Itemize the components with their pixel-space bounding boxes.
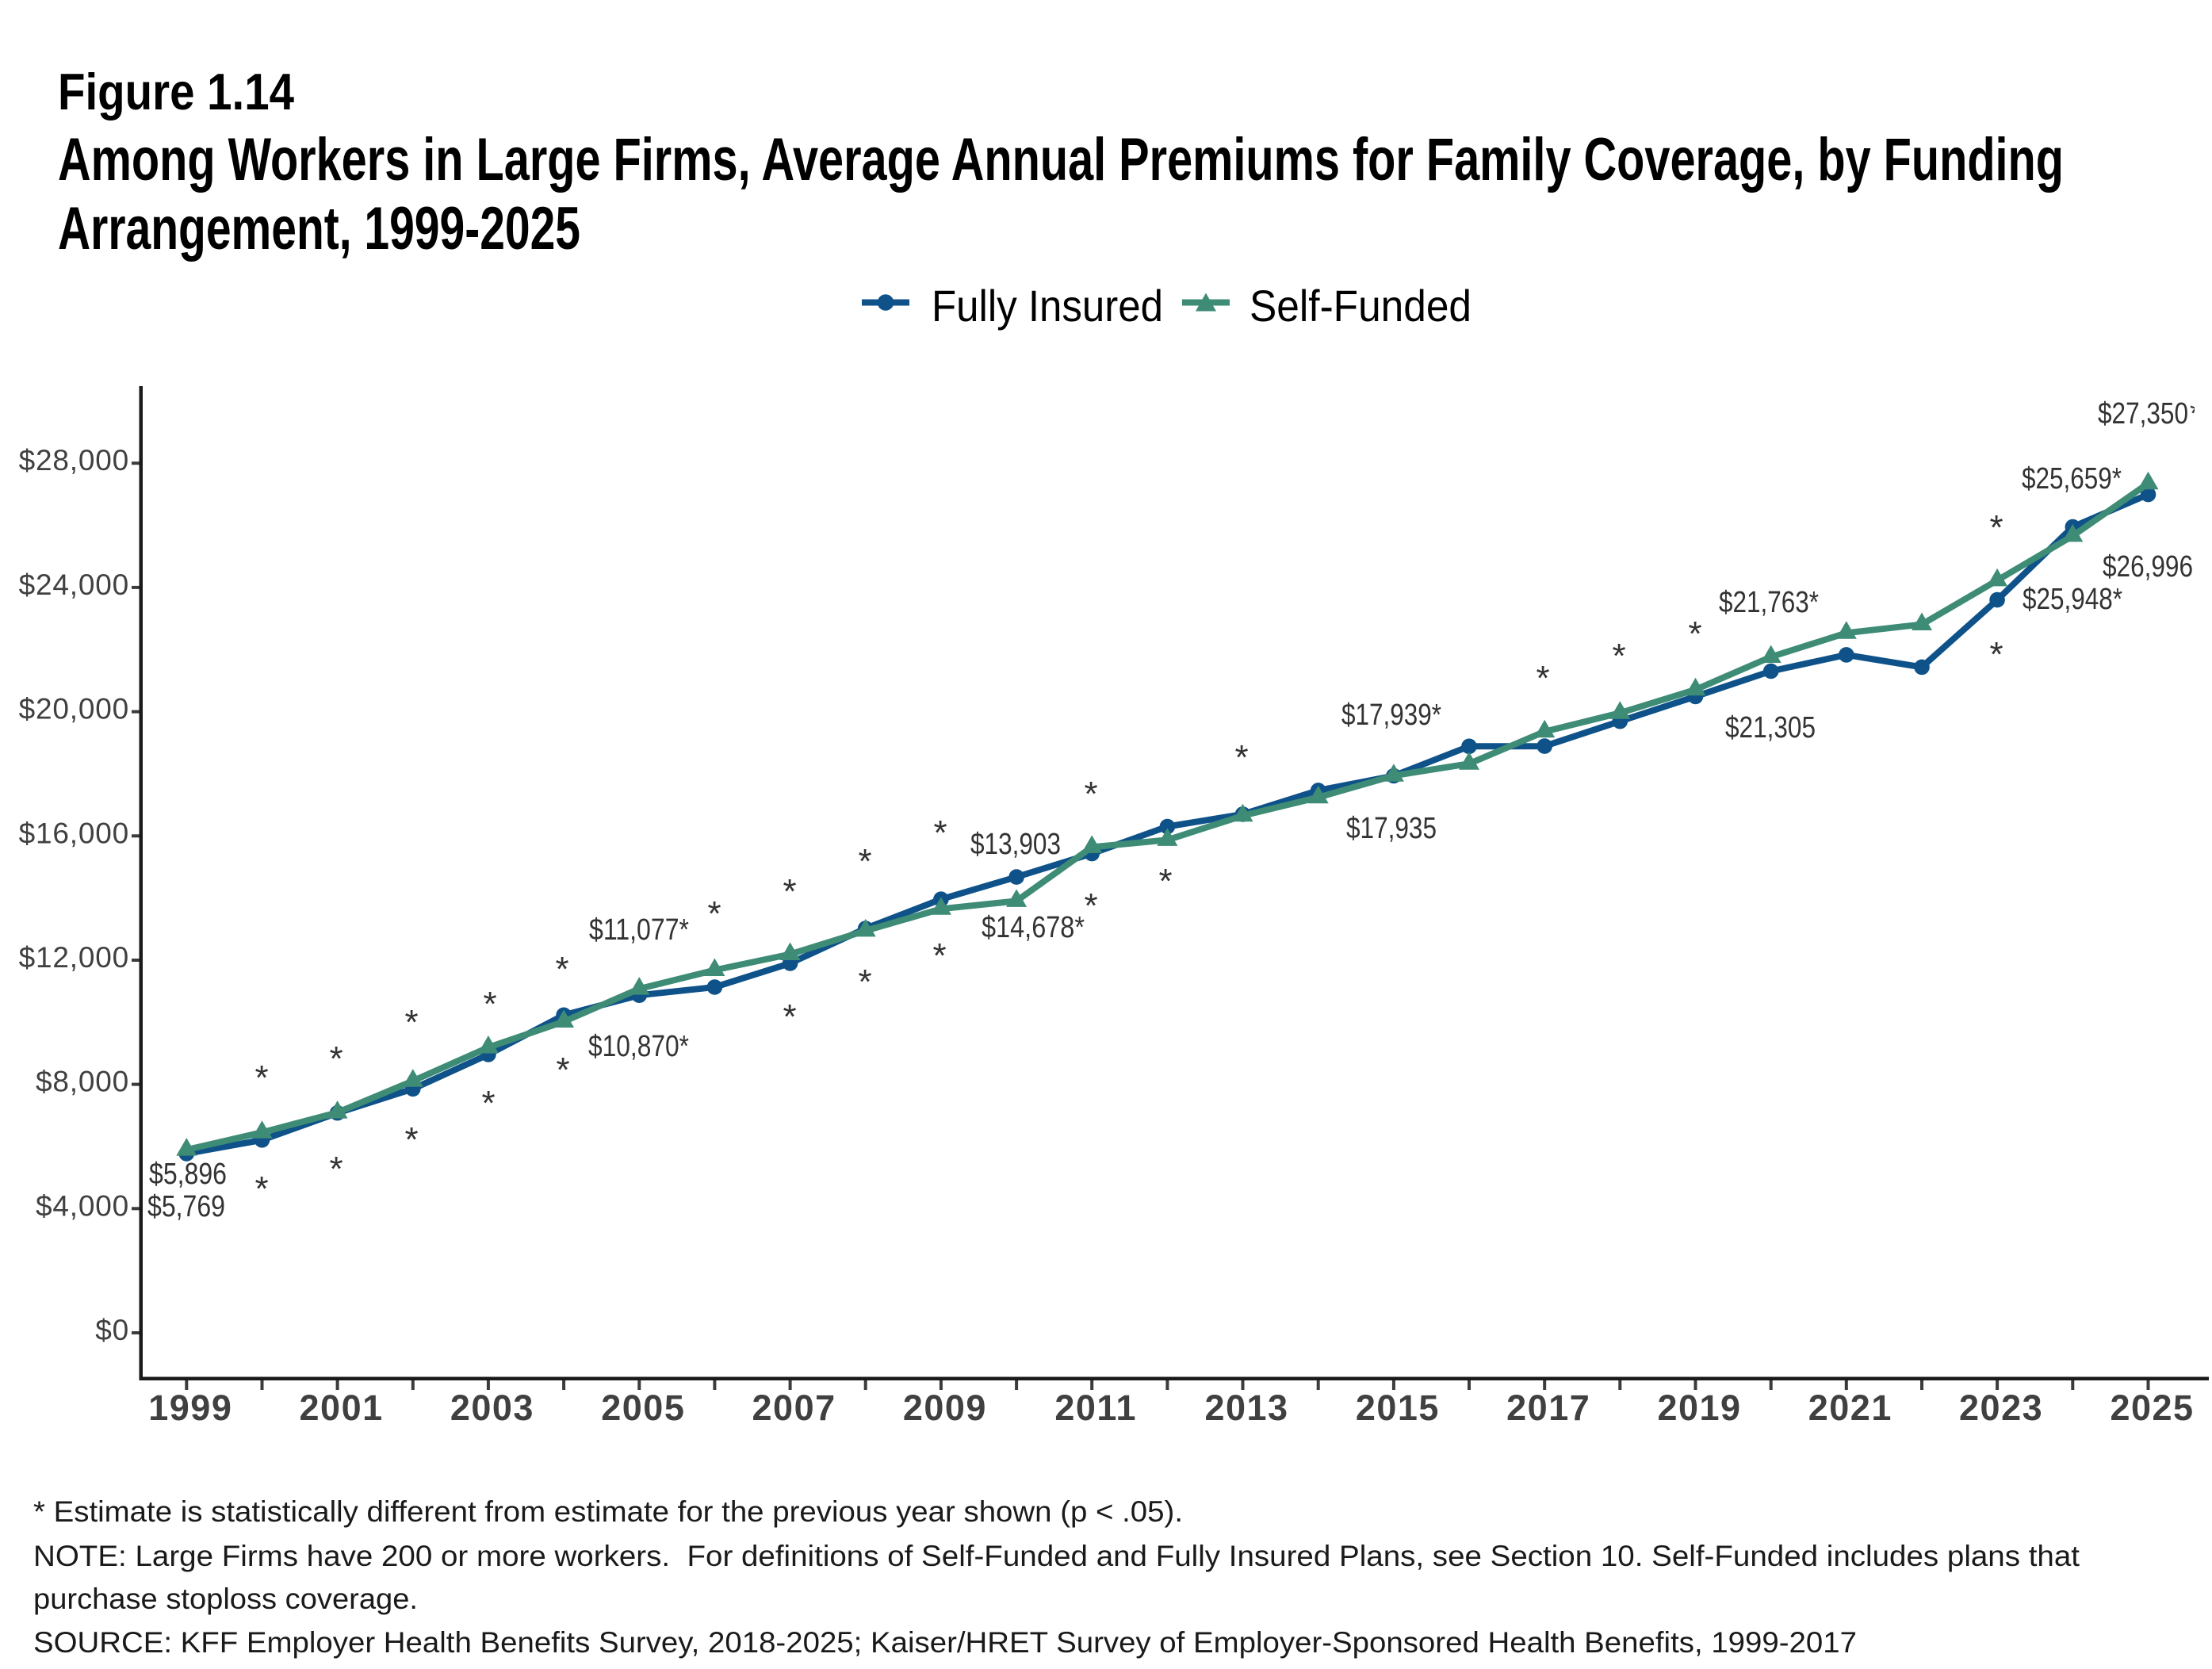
svg-text:$25,948*: $25,948*: [2023, 583, 2122, 616]
svg-text:*: *: [556, 1051, 569, 1089]
svg-text:*: *: [2190, 397, 2202, 431]
svg-text:$17,935: $17,935: [1346, 812, 1437, 845]
svg-text:$24,000: $24,000: [19, 568, 129, 601]
svg-text:2019: 2019: [1657, 1388, 1741, 1428]
svg-text:$16,000: $16,000: [19, 817, 129, 849]
svg-text:*: *: [783, 872, 796, 911]
svg-text:2017: 2017: [1506, 1388, 1590, 1428]
svg-text:2007: 2007: [752, 1388, 836, 1428]
svg-text:*: *: [933, 813, 947, 852]
svg-text:2025: 2025: [2110, 1388, 2194, 1428]
svg-text:*: *: [1989, 635, 2003, 674]
svg-text:*: *: [1234, 738, 1248, 777]
svg-text:Self-Funded: Self-Funded: [1250, 281, 1471, 331]
svg-text:*: *: [858, 842, 871, 881]
svg-text:*: *: [783, 997, 796, 1036]
svg-text:$5,896: $5,896: [149, 1158, 227, 1191]
svg-text:2009: 2009: [903, 1388, 987, 1428]
svg-text:*: *: [1688, 614, 1701, 653]
svg-text:Fully Insured: Fully Insured: [932, 281, 1163, 331]
svg-text:Figure 1.14: Figure 1.14: [58, 63, 294, 121]
svg-text:2001: 2001: [300, 1388, 384, 1428]
svg-text:2013: 2013: [1204, 1388, 1288, 1428]
svg-text:$20,000: $20,000: [19, 693, 129, 725]
svg-text:$21,763*: $21,763*: [1719, 586, 1819, 619]
svg-text:*: *: [254, 1169, 268, 1208]
svg-text:$21,305: $21,305: [1725, 711, 1816, 745]
svg-text:*: *: [932, 936, 946, 975]
svg-text:*: *: [1084, 775, 1097, 813]
svg-text:*: *: [555, 950, 568, 989]
svg-text:2021: 2021: [1808, 1388, 1892, 1428]
svg-text:$5,769: $5,769: [147, 1190, 225, 1223]
svg-text:*: *: [1084, 886, 1097, 925]
svg-text:*: *: [329, 1150, 343, 1189]
svg-text:$26,996: $26,996: [2103, 550, 2193, 584]
svg-text:$0: $0: [95, 1314, 129, 1346]
svg-text:*: *: [858, 963, 871, 1001]
svg-text:*: *: [481, 1084, 495, 1123]
svg-text:*: *: [1536, 659, 1549, 698]
svg-text:*: *: [1612, 637, 1625, 676]
svg-text:$27,350: $27,350: [2098, 397, 2188, 431]
svg-text:2015: 2015: [1356, 1388, 1440, 1428]
svg-text:2003: 2003: [450, 1388, 534, 1428]
svg-text:SOURCE: KFF Employer Health Be: SOURCE: KFF Employer Health Benefits Sur…: [33, 1625, 1857, 1659]
svg-text:$17,939*: $17,939*: [1341, 699, 1441, 732]
svg-text:2005: 2005: [601, 1388, 685, 1428]
svg-text:purchase stoploss coverage.: purchase stoploss coverage.: [33, 1582, 418, 1615]
svg-text:$25,659*: $25,659*: [2022, 462, 2122, 496]
svg-text:Arrangement, 1999-2025: Arrangement, 1999-2025: [58, 195, 580, 262]
svg-text:*: *: [707, 894, 721, 933]
svg-text:$12,000: $12,000: [19, 941, 129, 974]
svg-text:$13,903: $13,903: [970, 828, 1061, 861]
svg-text:$14,678*: $14,678*: [982, 911, 1085, 944]
svg-text:2011: 2011: [1054, 1388, 1137, 1428]
svg-text:$8,000: $8,000: [36, 1066, 129, 1098]
svg-text:Among Workers in Large Firms,: Among Workers in Large Firms, Average An…: [58, 126, 2064, 193]
svg-text:$28,000: $28,000: [19, 444, 129, 477]
svg-text:*: *: [1989, 508, 2003, 547]
svg-text:$4,000: $4,000: [36, 1189, 129, 1222]
svg-text:*: *: [1158, 862, 1172, 901]
svg-text:* Estimate is statistically di: * Estimate is statistically different fr…: [33, 1495, 1183, 1528]
svg-text:$11,077*: $11,077*: [589, 913, 689, 947]
svg-text:$10,870*: $10,870*: [588, 1030, 689, 1063]
svg-text:*: *: [483, 985, 496, 1024]
svg-text:*: *: [404, 1003, 418, 1042]
svg-text:NOTE: Large Firms have 200 or: NOTE: Large Firms have 200 or more worke…: [33, 1539, 2080, 1572]
svg-text:1999: 1999: [148, 1388, 232, 1428]
svg-text:2023: 2023: [1959, 1388, 2043, 1428]
svg-text:*: *: [329, 1039, 343, 1078]
svg-text:*: *: [404, 1120, 418, 1159]
svg-text:*: *: [254, 1058, 268, 1097]
